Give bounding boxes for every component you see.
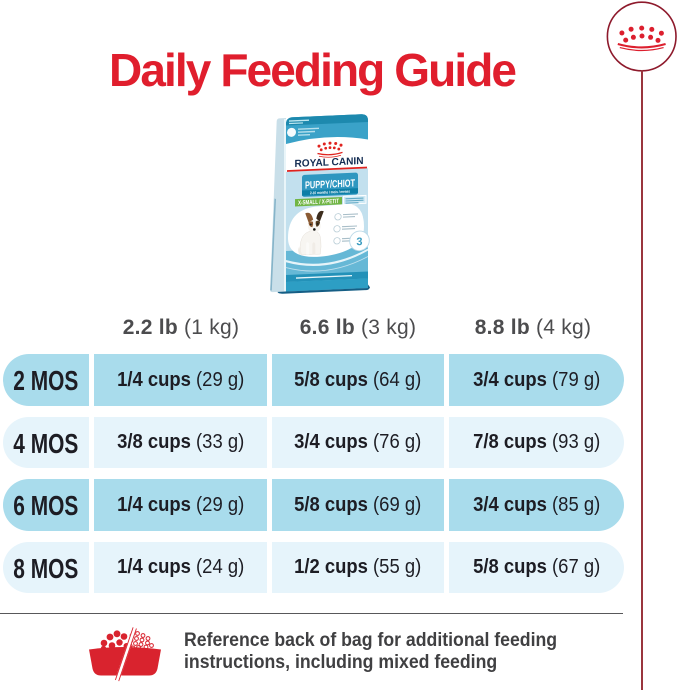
svg-text:X-SMALL / X-PETIT: X-SMALL / X-PETIT (298, 198, 339, 207)
svg-text:3: 3 (356, 236, 362, 248)
svg-text:PUPPY/CHIOT: PUPPY/CHIOT (305, 178, 355, 191)
svg-text:2-10 months / mois / meses: 2-10 months / mois / meses (310, 190, 350, 196)
svg-text:ROYAL CANIN: ROYAL CANIN (295, 156, 364, 170)
